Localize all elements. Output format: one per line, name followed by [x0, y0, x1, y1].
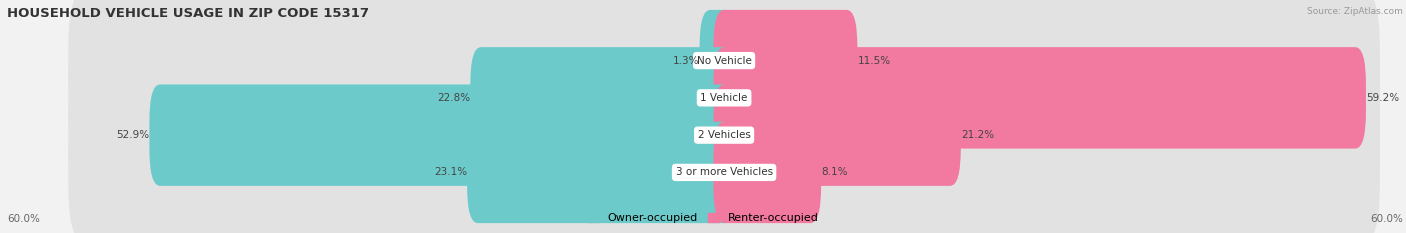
Text: Source: ZipAtlas.com: Source: ZipAtlas.com — [1308, 7, 1403, 16]
Text: 2 Vehicles: 2 Vehicles — [697, 130, 751, 140]
FancyBboxPatch shape — [713, 84, 960, 186]
Text: 1.3%: 1.3% — [673, 56, 700, 65]
Text: 60.0%: 60.0% — [1371, 214, 1403, 224]
FancyBboxPatch shape — [69, 103, 1379, 233]
Legend: Owner-occupied, Renter-occupied: Owner-occupied, Renter-occupied — [582, 208, 824, 227]
Text: 1 Vehicle: 1 Vehicle — [700, 93, 748, 103]
Text: 60.0%: 60.0% — [7, 214, 39, 224]
FancyBboxPatch shape — [69, 28, 1379, 167]
Text: 52.9%: 52.9% — [117, 130, 149, 140]
Text: 22.8%: 22.8% — [437, 93, 471, 103]
Text: 11.5%: 11.5% — [858, 56, 890, 65]
Text: HOUSEHOLD VEHICLE USAGE IN ZIP CODE 15317: HOUSEHOLD VEHICLE USAGE IN ZIP CODE 1531… — [7, 7, 368, 20]
FancyBboxPatch shape — [713, 47, 1367, 149]
Text: 21.2%: 21.2% — [960, 130, 994, 140]
Text: 59.2%: 59.2% — [1367, 93, 1399, 103]
Text: 23.1%: 23.1% — [434, 168, 467, 177]
FancyBboxPatch shape — [69, 66, 1379, 205]
Text: 3 or more Vehicles: 3 or more Vehicles — [675, 168, 773, 177]
FancyBboxPatch shape — [713, 122, 821, 223]
FancyBboxPatch shape — [700, 10, 735, 111]
FancyBboxPatch shape — [69, 0, 1379, 130]
FancyBboxPatch shape — [471, 47, 735, 149]
Text: No Vehicle: No Vehicle — [696, 56, 752, 65]
Text: 8.1%: 8.1% — [821, 168, 848, 177]
FancyBboxPatch shape — [467, 122, 735, 223]
FancyBboxPatch shape — [149, 84, 735, 186]
FancyBboxPatch shape — [713, 10, 858, 111]
